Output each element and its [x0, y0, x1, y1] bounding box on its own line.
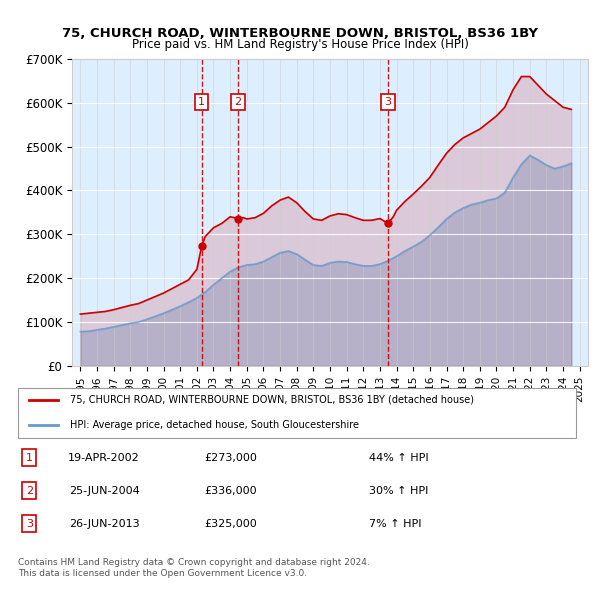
Text: 7% ↑ HPI: 7% ↑ HPI — [369, 519, 422, 529]
Text: 75, CHURCH ROAD, WINTERBOURNE DOWN, BRISTOL, BS36 1BY (detached house): 75, CHURCH ROAD, WINTERBOURNE DOWN, BRIS… — [70, 395, 473, 405]
Text: £336,000: £336,000 — [205, 486, 257, 496]
Text: 75, CHURCH ROAD, WINTERBOURNE DOWN, BRISTOL, BS36 1BY: 75, CHURCH ROAD, WINTERBOURNE DOWN, BRIS… — [62, 27, 538, 40]
Text: £273,000: £273,000 — [205, 453, 257, 463]
Text: 2: 2 — [26, 486, 33, 496]
Text: This data is licensed under the Open Government Licence v3.0.: This data is licensed under the Open Gov… — [18, 569, 307, 578]
Text: 44% ↑ HPI: 44% ↑ HPI — [369, 453, 429, 463]
Text: Contains HM Land Registry data © Crown copyright and database right 2024.: Contains HM Land Registry data © Crown c… — [18, 558, 370, 566]
Text: 1: 1 — [198, 97, 205, 107]
Text: 26-JUN-2013: 26-JUN-2013 — [69, 519, 139, 529]
Text: 1: 1 — [26, 453, 33, 463]
Text: Price paid vs. HM Land Registry's House Price Index (HPI): Price paid vs. HM Land Registry's House … — [131, 38, 469, 51]
Text: 2: 2 — [235, 97, 242, 107]
FancyBboxPatch shape — [18, 388, 577, 438]
Text: 30% ↑ HPI: 30% ↑ HPI — [369, 486, 428, 496]
Text: HPI: Average price, detached house, South Gloucestershire: HPI: Average price, detached house, Sout… — [70, 419, 359, 430]
Text: 25-JUN-2004: 25-JUN-2004 — [69, 486, 140, 496]
Text: 3: 3 — [26, 519, 33, 529]
Text: 3: 3 — [385, 97, 391, 107]
Text: 19-APR-2002: 19-APR-2002 — [68, 453, 140, 463]
Text: £325,000: £325,000 — [205, 519, 257, 529]
